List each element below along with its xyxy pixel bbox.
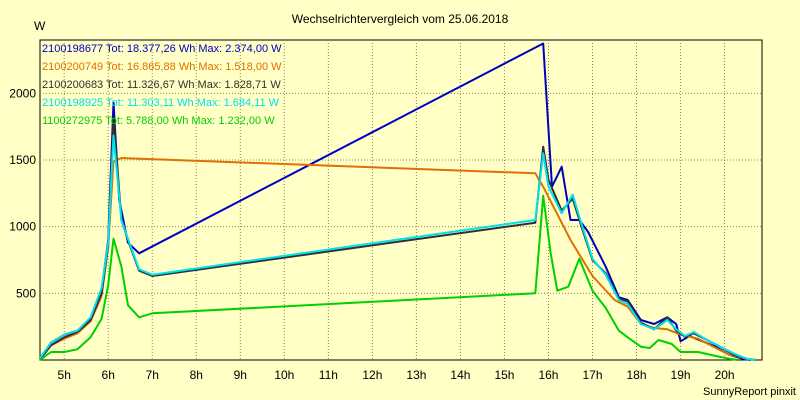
x-tick-label: 17h [582, 368, 602, 382]
legend-entry-5: 1100272975 Tot: 5.788,00 Wh Max: 1.232,0… [42, 115, 275, 127]
x-tick-label: 18h [627, 368, 647, 382]
series-line-5 [39, 194, 738, 361]
y-tick-label: 1000 [9, 220, 36, 234]
x-tick-label: 6h [102, 368, 115, 382]
x-tick-label: 20h [715, 368, 735, 382]
x-tick-label: 19h [671, 368, 691, 382]
x-tick-label: 16h [538, 368, 558, 382]
x-tick-label: 7h [146, 368, 159, 382]
legend-layer: 2100198677 Tot: 18.377,26 Wh Max: 2.374,… [42, 43, 282, 127]
chart-footer: SunnyReport pinxit [703, 386, 796, 398]
x-tick-label: 15h [494, 368, 514, 382]
legend-entry-1: 2100198677 Tot: 18.377,26 Wh Max: 2.374,… [42, 43, 282, 55]
legend-entry-2: 2100200749 Tot: 16.865,88 Wh Max: 1.518,… [42, 61, 282, 73]
x-tick-label: 9h [234, 368, 247, 382]
x-tick-label: 13h [406, 368, 426, 382]
chart-title: Wechselrichtervergleich vom 25.06.2018 [292, 12, 509, 26]
series-line-4 [39, 134, 756, 361]
x-tick-label: 12h [362, 368, 382, 382]
x-tick-label: 10h [274, 368, 294, 382]
legend-entry-4: 2100198925 Tot: 11.303,11 Wh Max: 1.684,… [42, 97, 280, 109]
legend-entry-3: 2100200683 Tot: 11.326,67 Wh Max: 1.828,… [42, 79, 281, 91]
x-tick-label: 14h [450, 368, 470, 382]
y-tick-label: 500 [16, 286, 36, 300]
x-tick-label: 11h [319, 368, 338, 382]
x-tick-label: 5h [58, 368, 71, 382]
series-layer [39, 42, 756, 361]
y-tick-label: 2000 [9, 86, 36, 100]
y-tick-label: 1500 [9, 153, 36, 167]
y-axis-label: W [34, 19, 46, 33]
tick-layer: 500 1000 1500 2000 5h 6h 7h 8h 9h 10h 11h 12h 13h 14h… [9, 86, 734, 382]
x-tick-label: 8h [190, 368, 203, 382]
